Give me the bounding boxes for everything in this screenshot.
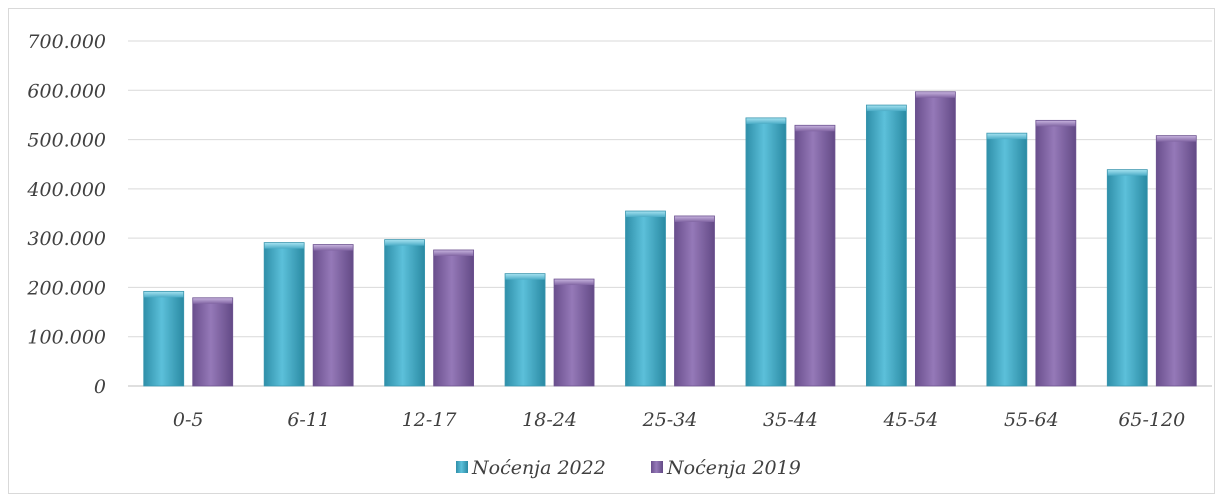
bar-edge bbox=[312, 244, 354, 387]
x-tick-label: 12-17 bbox=[402, 409, 458, 431]
x-tick-label: 18-24 bbox=[522, 409, 577, 431]
bar-edge bbox=[263, 242, 305, 387]
legend: Noćenja 2022 Noćenja 2019 bbox=[456, 457, 801, 479]
bar-edge bbox=[553, 278, 595, 387]
y-tick-label: 0 bbox=[94, 376, 106, 398]
bar-2022-65-120 bbox=[1107, 169, 1148, 386]
y-tick-label: 100.000 bbox=[27, 327, 106, 349]
bar-2019-55-64 bbox=[1035, 120, 1076, 386]
bar-cap bbox=[143, 291, 184, 298]
bar-cap bbox=[433, 249, 474, 256]
bar-cap bbox=[794, 125, 835, 132]
bar-cap bbox=[264, 242, 305, 249]
y-tick-label: 500.000 bbox=[27, 130, 106, 152]
bar-edge bbox=[625, 210, 666, 387]
bar-2022-0-5 bbox=[143, 291, 184, 386]
bar-2022-35-44 bbox=[745, 117, 786, 386]
bar-edge bbox=[674, 215, 715, 387]
bar-2022-6-11 bbox=[264, 242, 305, 386]
bars bbox=[143, 91, 1197, 387]
bar-2019-35-44 bbox=[794, 125, 835, 387]
bar-2022-55-64 bbox=[986, 133, 1027, 386]
bar-cap bbox=[915, 91, 956, 98]
x-tick-label: 6-11 bbox=[287, 409, 330, 431]
bar-edge bbox=[384, 239, 426, 387]
bar-edge bbox=[504, 273, 546, 387]
bar-2022-45-54 bbox=[866, 105, 907, 387]
bar-cap bbox=[866, 105, 907, 112]
y-tick-label: 300.000 bbox=[27, 228, 106, 250]
bar-edge bbox=[143, 290, 185, 387]
x-axis-ticks: 0-5 6-11 12-17 18-24 25-34 35-44 45-54 55-64 65-… bbox=[173, 409, 1185, 431]
bar-cap bbox=[625, 211, 666, 218]
x-tick-label: 55-64 bbox=[1004, 409, 1059, 431]
bar-cap bbox=[505, 273, 546, 280]
x-tick-label: 45-54 bbox=[882, 409, 938, 431]
y-tick-label: 600.000 bbox=[27, 80, 106, 102]
bar-cap bbox=[674, 215, 715, 222]
legend-swatch bbox=[456, 461, 468, 473]
bar-cap bbox=[313, 244, 354, 251]
bar-edge bbox=[986, 132, 1028, 387]
bar-edge bbox=[1035, 119, 1077, 387]
bar-2022-12-17 bbox=[384, 239, 425, 386]
bar-2019-65-120 bbox=[1156, 135, 1197, 386]
legend-label: Noćenja 2019 bbox=[666, 457, 801, 479]
bar-2022-18-24 bbox=[505, 273, 546, 386]
bar-2019-12-17 bbox=[433, 249, 474, 386]
bar-cap bbox=[1035, 120, 1076, 127]
bar-2022-25-34 bbox=[625, 211, 666, 386]
x-tick-label: 35-44 bbox=[763, 409, 818, 431]
bar-cap bbox=[554, 279, 595, 286]
bar-edge bbox=[1106, 169, 1148, 387]
legend-swatch bbox=[651, 461, 663, 473]
bar-edge bbox=[914, 91, 956, 387]
x-tick-label: 25-34 bbox=[642, 409, 698, 431]
bar-edge bbox=[192, 297, 234, 387]
y-tick-label: 200.000 bbox=[26, 277, 106, 299]
bar-cap bbox=[384, 239, 425, 246]
bar-cap bbox=[986, 133, 1027, 140]
bar-cap bbox=[192, 297, 233, 304]
y-axis-ticks: 0 100.000 200.000 300.000 400.000 500.000 600.… bbox=[26, 31, 106, 398]
x-tick-label: 0-5 bbox=[173, 409, 204, 431]
bar-edge bbox=[433, 249, 475, 387]
bar-edge bbox=[794, 124, 836, 387]
y-tick-label: 400.000 bbox=[26, 179, 106, 201]
bar-2019-0-5 bbox=[192, 297, 233, 386]
bar-edge bbox=[745, 117, 787, 387]
bar-2019-25-34 bbox=[674, 215, 715, 386]
gridlines bbox=[128, 40, 1212, 387]
bar-edge bbox=[865, 104, 907, 387]
x-tick-label: 65-120 bbox=[1118, 409, 1185, 431]
bar-cap bbox=[1107, 169, 1148, 176]
bar-cap bbox=[1156, 135, 1197, 142]
bar-2019-45-54 bbox=[915, 91, 956, 386]
legend-label: Noćenja 2022 bbox=[471, 457, 606, 479]
y-tick-label: 700.000 bbox=[27, 31, 106, 53]
bar-2019-6-11 bbox=[313, 244, 354, 386]
bar-2019-18-24 bbox=[554, 279, 595, 386]
bar-cap bbox=[745, 117, 786, 124]
bar-edge bbox=[1155, 135, 1197, 387]
